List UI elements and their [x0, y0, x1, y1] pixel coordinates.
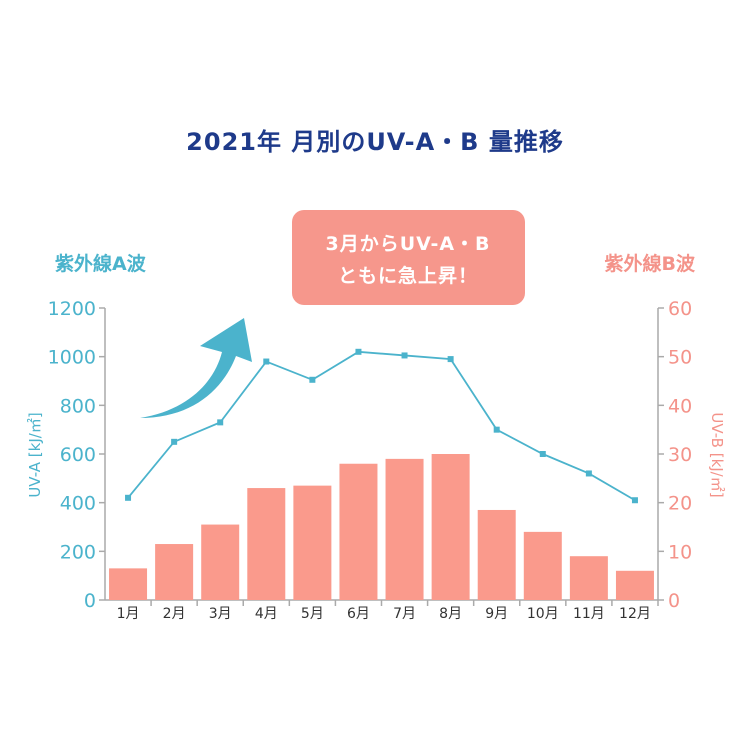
y-right-tick-label: 40 [668, 395, 692, 417]
x-tick-label: 3月 [209, 606, 232, 622]
uvb-bar [201, 524, 240, 600]
y-right-tick-label: 50 [668, 347, 692, 369]
y-left-tick-label: 1200 [48, 298, 96, 320]
uva-point [401, 352, 408, 359]
uva-point [493, 426, 500, 433]
callout-background [292, 210, 525, 305]
callout-line-2: ともに急上昇！ [338, 264, 478, 287]
uvb-bar [477, 509, 516, 600]
left-axis-header: 紫外線A波 [55, 252, 147, 275]
uva-line [125, 348, 638, 504]
uvb-bar [385, 458, 424, 600]
y-right-tick-label: 30 [668, 444, 692, 466]
x-tick-label: 1月 [117, 606, 140, 622]
uva-point [539, 451, 546, 457]
uva-line-path [127, 350, 636, 502]
x-tick-label: 7月 [393, 606, 416, 622]
y-right-axis-title: UV-B [kJ/㎡] [708, 412, 726, 497]
uvb-bar [247, 488, 286, 600]
y-left-axis-title: UV-A [kJ/㎡] [26, 412, 44, 497]
x-tick-label: 9月 [485, 606, 508, 622]
y-right-tick-label: 60 [668, 298, 692, 320]
uvb-bars [109, 454, 654, 600]
chart-title: 2021年 月別のUV-A・B 量推移 [186, 128, 564, 156]
uvb-bar [109, 568, 148, 600]
y-left-tick-label: 600 [60, 444, 96, 466]
uvb-bar [569, 556, 608, 600]
y-left-tick-label: 0 [84, 590, 96, 612]
uva-point [309, 376, 316, 383]
x-tick-label: 6月 [347, 606, 370, 622]
y-left-tick-label: 400 [60, 493, 96, 515]
y-left-tick-label: 1000 [48, 347, 96, 369]
uvb-bar [431, 454, 470, 600]
x-tick-label: 2月 [163, 606, 186, 622]
x-tick-label: 5月 [301, 606, 324, 622]
y-right-tick-label: 10 [668, 541, 692, 563]
uva-point [263, 358, 270, 365]
callout-line-1: 3月からUV-A・B [325, 233, 490, 255]
uvb-bar [339, 463, 378, 600]
x-tick-label: 11月 [573, 606, 605, 622]
uvb-bar [615, 570, 654, 600]
y-left-tick-label: 200 [60, 541, 96, 563]
trend-arrow-icon [140, 318, 252, 418]
y-right-ticks: 0 10 20 30 40 50 60 [658, 298, 692, 612]
uva-point [125, 494, 132, 501]
y-left-tick-label: 800 [60, 395, 96, 417]
uvb-bar [523, 531, 562, 600]
x-ticks: 1月 2月 3月 4月 5月 6月 7月 8月 9月 10月 11月 12月 [117, 600, 659, 622]
y-right-tick-label: 0 [668, 590, 680, 612]
callout-box: 3月からUV-A・B ともに急上昇！ [292, 210, 525, 305]
x-tick-label: 8月 [439, 606, 462, 622]
uvb-bar [155, 544, 194, 600]
right-axis-header: 紫外線B波 [605, 252, 696, 275]
x-tick-label: 10月 [527, 606, 559, 622]
y-left-ticks: 0 200 400 600 800 1000 1200 [48, 298, 105, 612]
y-right-tick-label: 20 [668, 493, 692, 515]
uva-point [355, 348, 362, 355]
uva-point [171, 438, 178, 445]
uva-point [447, 356, 454, 363]
uvb-bar [293, 485, 332, 600]
uva-point [585, 470, 592, 477]
uva-point [631, 497, 638, 504]
uva-point [217, 419, 224, 426]
x-tick-label: 4月 [255, 606, 278, 622]
x-tick-label: 12月 [619, 606, 651, 622]
